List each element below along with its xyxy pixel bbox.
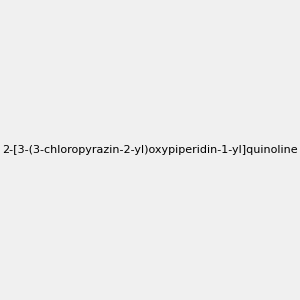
Text: 2-[3-(3-chloropyrazin-2-yl)oxypiperidin-1-yl]quinoline: 2-[3-(3-chloropyrazin-2-yl)oxypiperidin-…: [2, 145, 298, 155]
